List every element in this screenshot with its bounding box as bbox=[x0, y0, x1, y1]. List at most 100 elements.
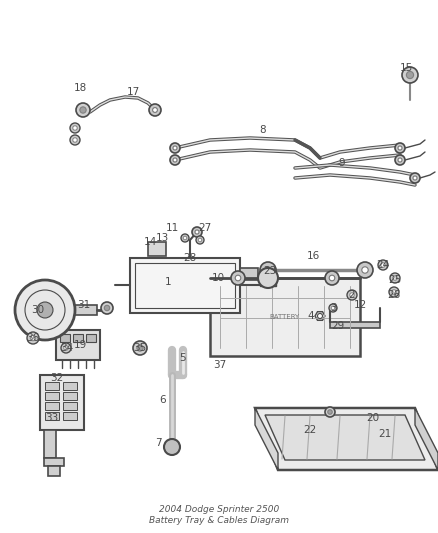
Polygon shape bbox=[255, 408, 438, 470]
Circle shape bbox=[395, 143, 405, 153]
Bar bbox=[63, 412, 77, 420]
Circle shape bbox=[362, 267, 368, 273]
Bar bbox=[45, 392, 59, 400]
Text: 5: 5 bbox=[180, 353, 186, 363]
Text: 30: 30 bbox=[32, 305, 45, 315]
Text: 33: 33 bbox=[46, 413, 59, 423]
Text: 26: 26 bbox=[387, 290, 401, 300]
Text: 7: 7 bbox=[155, 438, 161, 448]
Bar bbox=[63, 382, 77, 390]
Circle shape bbox=[390, 273, 400, 283]
Bar bbox=[260, 278, 276, 286]
Circle shape bbox=[152, 108, 157, 112]
Circle shape bbox=[398, 146, 402, 150]
Circle shape bbox=[328, 410, 332, 414]
Circle shape bbox=[149, 104, 161, 116]
Circle shape bbox=[398, 158, 402, 162]
Circle shape bbox=[101, 302, 113, 314]
Bar bbox=[45, 412, 59, 420]
Text: 20: 20 bbox=[367, 413, 380, 423]
Text: 2004 Dodge Sprinter 2500
Battery Tray & Cables Diagram: 2004 Dodge Sprinter 2500 Battery Tray & … bbox=[149, 505, 289, 526]
Circle shape bbox=[392, 290, 396, 294]
Bar bbox=[73, 334, 83, 342]
Text: 11: 11 bbox=[166, 223, 179, 233]
Circle shape bbox=[231, 271, 245, 285]
Text: 35: 35 bbox=[134, 343, 147, 353]
Circle shape bbox=[389, 287, 399, 297]
Circle shape bbox=[195, 230, 199, 234]
Circle shape bbox=[37, 302, 53, 318]
Bar bbox=[56, 330, 100, 360]
Text: 17: 17 bbox=[127, 87, 140, 97]
Circle shape bbox=[15, 280, 75, 340]
Text: BATTERY: BATTERY bbox=[270, 314, 300, 320]
Text: 22: 22 bbox=[304, 425, 317, 435]
Circle shape bbox=[27, 332, 39, 344]
Circle shape bbox=[325, 271, 339, 285]
Circle shape bbox=[395, 155, 405, 165]
Circle shape bbox=[137, 345, 143, 351]
Bar bbox=[135, 263, 235, 308]
Circle shape bbox=[402, 67, 418, 83]
Circle shape bbox=[170, 155, 180, 165]
Text: 2: 2 bbox=[349, 290, 355, 300]
Bar bbox=[44, 430, 56, 458]
Text: 9: 9 bbox=[339, 158, 345, 168]
Text: 16: 16 bbox=[306, 251, 320, 261]
Circle shape bbox=[413, 176, 417, 180]
Bar bbox=[330, 322, 380, 328]
Text: 31: 31 bbox=[78, 300, 91, 310]
Circle shape bbox=[347, 290, 357, 300]
Text: 25: 25 bbox=[389, 275, 402, 285]
Circle shape bbox=[73, 138, 77, 142]
Circle shape bbox=[73, 126, 77, 130]
Text: 24: 24 bbox=[376, 260, 390, 270]
Bar bbox=[210, 278, 360, 356]
Text: 18: 18 bbox=[74, 83, 87, 93]
Circle shape bbox=[260, 262, 276, 278]
Text: 12: 12 bbox=[353, 300, 367, 310]
Circle shape bbox=[104, 305, 110, 311]
Polygon shape bbox=[265, 415, 425, 460]
Circle shape bbox=[393, 276, 397, 280]
Text: 29: 29 bbox=[332, 321, 345, 331]
Text: 34: 34 bbox=[60, 343, 74, 353]
Bar bbox=[130, 258, 240, 313]
Bar bbox=[45, 402, 59, 410]
Circle shape bbox=[173, 146, 177, 150]
Text: 3: 3 bbox=[330, 303, 336, 313]
Circle shape bbox=[196, 236, 204, 244]
Bar bbox=[63, 392, 77, 400]
Text: 23: 23 bbox=[263, 266, 277, 276]
Text: 21: 21 bbox=[378, 429, 392, 439]
Circle shape bbox=[350, 293, 354, 297]
Bar bbox=[86, 334, 96, 342]
Circle shape bbox=[183, 236, 187, 240]
Text: 32: 32 bbox=[50, 373, 64, 383]
Circle shape bbox=[198, 238, 202, 242]
Text: 1: 1 bbox=[165, 277, 171, 287]
Circle shape bbox=[325, 407, 335, 417]
Circle shape bbox=[410, 173, 420, 183]
Circle shape bbox=[70, 135, 80, 145]
Bar bbox=[75, 305, 97, 315]
Circle shape bbox=[378, 260, 388, 270]
Text: 37: 37 bbox=[213, 360, 226, 370]
Circle shape bbox=[30, 335, 36, 341]
Circle shape bbox=[192, 227, 202, 237]
Bar bbox=[44, 458, 64, 466]
Bar bbox=[63, 402, 77, 410]
Text: 28: 28 bbox=[184, 253, 197, 263]
Circle shape bbox=[164, 439, 180, 455]
Circle shape bbox=[357, 262, 373, 278]
Bar bbox=[240, 268, 258, 280]
Polygon shape bbox=[255, 408, 278, 470]
Circle shape bbox=[258, 268, 278, 288]
Bar bbox=[40, 375, 84, 430]
Bar bbox=[148, 242, 166, 256]
Text: 10: 10 bbox=[212, 273, 225, 283]
Circle shape bbox=[76, 103, 90, 117]
Bar bbox=[48, 466, 60, 476]
Circle shape bbox=[64, 346, 68, 350]
Circle shape bbox=[381, 263, 385, 267]
